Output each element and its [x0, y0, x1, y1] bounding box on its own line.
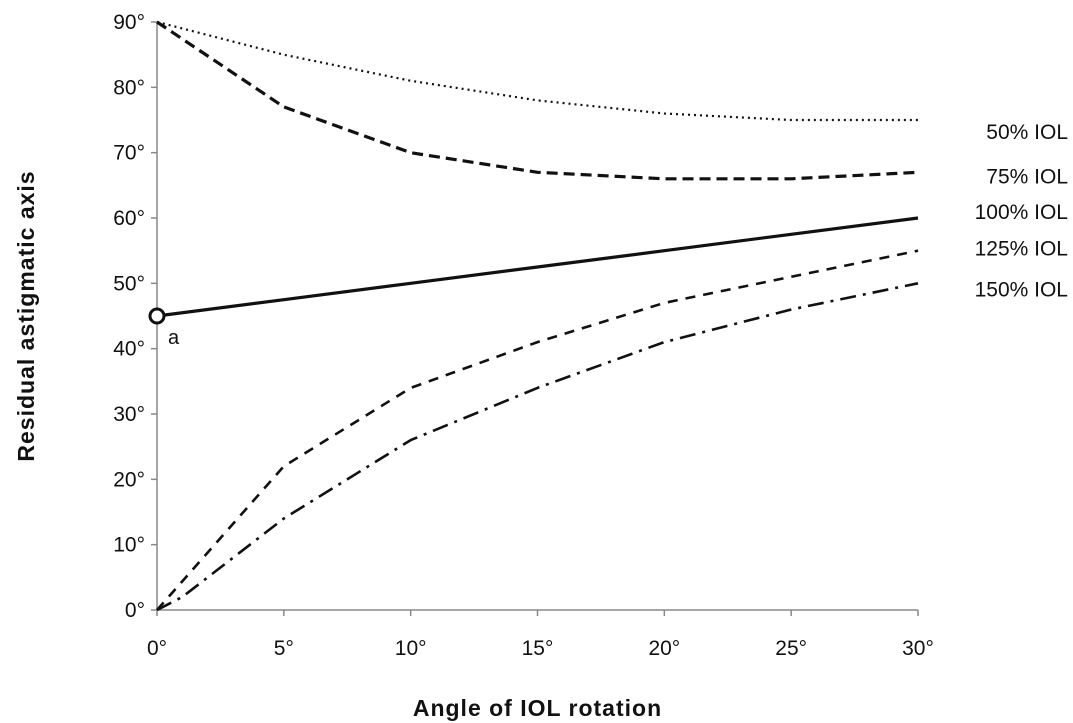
- y-tick-label: 0°: [125, 599, 145, 622]
- series-label-100-iol: 100% IOL: [975, 201, 1068, 224]
- y-tick-label: 90°: [113, 11, 145, 34]
- series-line-100-iol: [156, 216, 919, 318]
- x-tick-label: 25°: [775, 637, 807, 660]
- y-tick-label: 20°: [113, 468, 145, 491]
- series-label-125-iol: 125% IOL: [975, 238, 1068, 261]
- series-line-50-iol: [156, 20, 918, 122]
- y-tick-label: 70°: [113, 142, 145, 165]
- x-tick-label: 10°: [395, 637, 427, 660]
- y-tick-label: 80°: [113, 76, 145, 99]
- y-tick-label: 30°: [113, 403, 145, 426]
- annotation-label: a: [168, 327, 180, 349]
- x-tick-label: 20°: [648, 637, 680, 660]
- series-layer: [156, 20, 919, 612]
- series-line-125-iol: [156, 249, 919, 611]
- y-tick-label: 40°: [113, 338, 145, 361]
- y-axis-title: Residual astigmatic axis: [13, 170, 39, 461]
- x-tick-label: 15°: [522, 637, 554, 660]
- y-tick-label: 50°: [113, 272, 145, 295]
- y-tick-label: 10°: [113, 534, 145, 557]
- series-label-50-iol: 50% IOL: [986, 121, 1068, 144]
- x-tick-label: 5°: [274, 637, 294, 660]
- y-tick-label: 60°: [113, 207, 145, 230]
- x-axis-title: Angle of IOL rotation: [413, 695, 662, 721]
- series-label-150-iol: 150% IOL: [975, 278, 1068, 301]
- x-tick-label: 30°: [902, 637, 934, 660]
- series-line-75-iol: [156, 20, 919, 181]
- axes: 0° 10° 20° 30° 40° 50° 60° 70° 80° 90° 0° 5° 10° 15° 2…: [113, 11, 934, 660]
- labels-layer: 50% IOL 75% IOL 100% IOL 125% IOL 150% IOL a: [148, 121, 1068, 349]
- annotation-marker: [148, 307, 166, 325]
- series-label-75-iol: 75% IOL: [986, 165, 1068, 188]
- x-tick-label: 0°: [147, 637, 167, 660]
- series-line-150-iol: [156, 282, 919, 612]
